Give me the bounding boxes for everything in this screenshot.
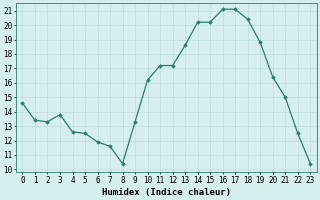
X-axis label: Humidex (Indice chaleur): Humidex (Indice chaleur): [102, 188, 231, 197]
